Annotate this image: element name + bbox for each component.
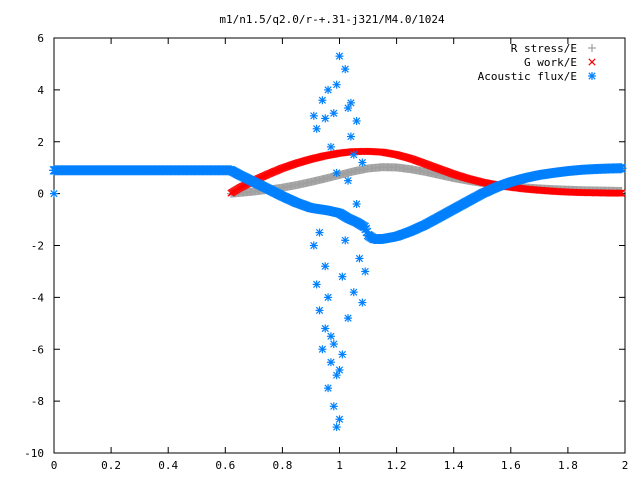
data-point (616, 189, 625, 197)
data-point (318, 96, 327, 105)
y-tick-label: -10 (24, 447, 44, 460)
data-point (326, 332, 335, 341)
data-point (358, 158, 367, 167)
series-3 (49, 52, 627, 432)
chart-title: m1/n1.5/q2.0/r-+.31-j321/M4.0/1024 (219, 13, 445, 26)
legend-marker (588, 58, 596, 66)
y-tick-label: -8 (31, 395, 44, 408)
data-point (344, 104, 353, 113)
data-point (341, 236, 350, 245)
data-point (318, 345, 327, 354)
legend-label: Acoustic flux/E (478, 70, 577, 83)
legend-marker (588, 44, 596, 52)
data-point (324, 384, 333, 393)
y-tick-label: -2 (31, 240, 44, 253)
x-tick-label: 2 (622, 459, 629, 472)
data-point (617, 189, 626, 197)
axis-ticks: 0 0.2 0.4 0.6 0.8 1 1.2 1.4 1.6 1.8 2 -10 -8 -6 -4 -2 0 2… (24, 32, 628, 472)
x-tick-label: 0 (51, 459, 58, 472)
data-point (355, 254, 364, 263)
data-point (324, 293, 333, 302)
data-point (312, 124, 321, 133)
x-tick-label: 0.8 (272, 459, 292, 472)
data-point (616, 163, 627, 174)
y-tick-label: 4 (37, 84, 44, 97)
y-tick-label: 2 (37, 136, 44, 149)
x-tick-label: 1.6 (501, 459, 521, 472)
y-tick-label: -4 (31, 291, 45, 304)
data-point (329, 340, 338, 349)
data-point (344, 314, 353, 323)
series-layer (49, 52, 627, 432)
data-point (312, 280, 321, 289)
data-point (326, 142, 335, 151)
legend-label: R stress/E (511, 42, 577, 55)
data-point (352, 117, 361, 125)
x-tick-label: 0.4 (158, 459, 178, 472)
data-point (321, 262, 330, 271)
data-point (50, 189, 58, 198)
y-tick-label: 0 (37, 188, 44, 201)
x-tick-label: 1.8 (558, 459, 578, 472)
data-point (335, 415, 344, 424)
data-point (358, 298, 367, 307)
data-point (349, 150, 358, 159)
data-point (344, 176, 353, 185)
data-point (341, 65, 350, 74)
data-point (332, 168, 341, 177)
data-point (321, 114, 330, 123)
x-tick-label: 1.2 (387, 459, 407, 472)
data-point (329, 402, 338, 411)
x-tick-label: 1.4 (444, 459, 464, 472)
x-tick-label: 0.6 (215, 459, 235, 472)
legend-marker (588, 72, 596, 80)
data-point (315, 228, 324, 237)
y-tick-label: -6 (31, 343, 44, 356)
data-point (332, 371, 341, 380)
data-point (349, 288, 358, 297)
data-point (335, 366, 344, 374)
data-point (335, 52, 344, 61)
legend-label: G work/E (524, 56, 577, 69)
data-point (352, 200, 361, 208)
data-point (332, 80, 341, 89)
data-point (321, 324, 330, 333)
data-point (309, 241, 318, 250)
data-point (338, 350, 347, 359)
data-point (329, 109, 338, 118)
x-tick-label: 1 (336, 459, 343, 472)
y-tick-label: 6 (37, 32, 44, 45)
data-point (326, 358, 335, 367)
data-point (615, 189, 623, 197)
data-point (361, 267, 370, 276)
data-point (338, 272, 347, 281)
data-point (324, 85, 333, 94)
data-point (309, 111, 318, 120)
x-tick-label: 0.2 (101, 459, 121, 472)
data-point (346, 132, 355, 141)
data-point (332, 423, 341, 432)
data-point (315, 306, 324, 315)
plot-frame (53, 37, 626, 454)
